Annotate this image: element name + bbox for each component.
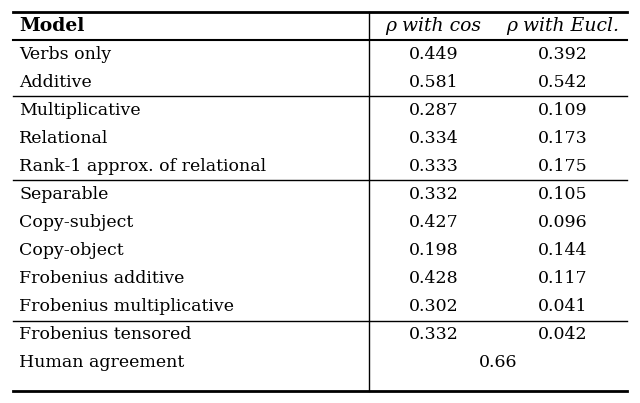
Text: 0.66: 0.66 [479,354,517,371]
Text: 0.581: 0.581 [409,74,458,91]
Text: 0.105: 0.105 [538,186,588,203]
Text: ρ with cos: ρ with cos [386,17,482,35]
Text: 0.109: 0.109 [538,102,588,119]
Text: 0.287: 0.287 [409,102,458,119]
Text: Verbs only: Verbs only [19,46,111,63]
Text: 0.198: 0.198 [409,242,458,259]
Text: 0.428: 0.428 [409,270,458,287]
Text: Copy-object: Copy-object [19,242,124,259]
Text: Copy-subject: Copy-subject [19,214,134,231]
Text: 0.096: 0.096 [538,214,588,231]
Text: Rank-1 approx. of relational: Rank-1 approx. of relational [19,158,266,175]
Text: 0.449: 0.449 [409,46,458,63]
Text: Human agreement: Human agreement [19,354,184,371]
Text: 0.042: 0.042 [538,326,588,343]
Text: Model: Model [19,17,84,35]
Text: ρ with Eucl.: ρ with Eucl. [506,17,619,35]
Text: Frobenius additive: Frobenius additive [19,270,184,287]
Text: 0.427: 0.427 [409,214,458,231]
Text: 0.144: 0.144 [538,242,588,259]
Text: Multiplicative: Multiplicative [19,102,141,119]
Text: 0.041: 0.041 [538,298,588,315]
Text: Frobenius multiplicative: Frobenius multiplicative [19,298,234,315]
Text: Separable: Separable [19,186,109,203]
Text: 0.302: 0.302 [409,298,458,315]
Text: 0.334: 0.334 [409,130,458,147]
Text: 0.175: 0.175 [538,158,588,175]
Text: 0.333: 0.333 [409,158,459,175]
Text: Additive: Additive [19,74,92,91]
Text: 0.332: 0.332 [409,326,459,343]
Text: 0.173: 0.173 [538,130,588,147]
Text: 0.542: 0.542 [538,74,588,91]
Text: 0.117: 0.117 [538,270,588,287]
Text: Relational: Relational [19,130,109,147]
Text: Frobenius tensored: Frobenius tensored [19,326,191,343]
Text: 0.332: 0.332 [409,186,459,203]
Text: 0.392: 0.392 [538,46,588,63]
